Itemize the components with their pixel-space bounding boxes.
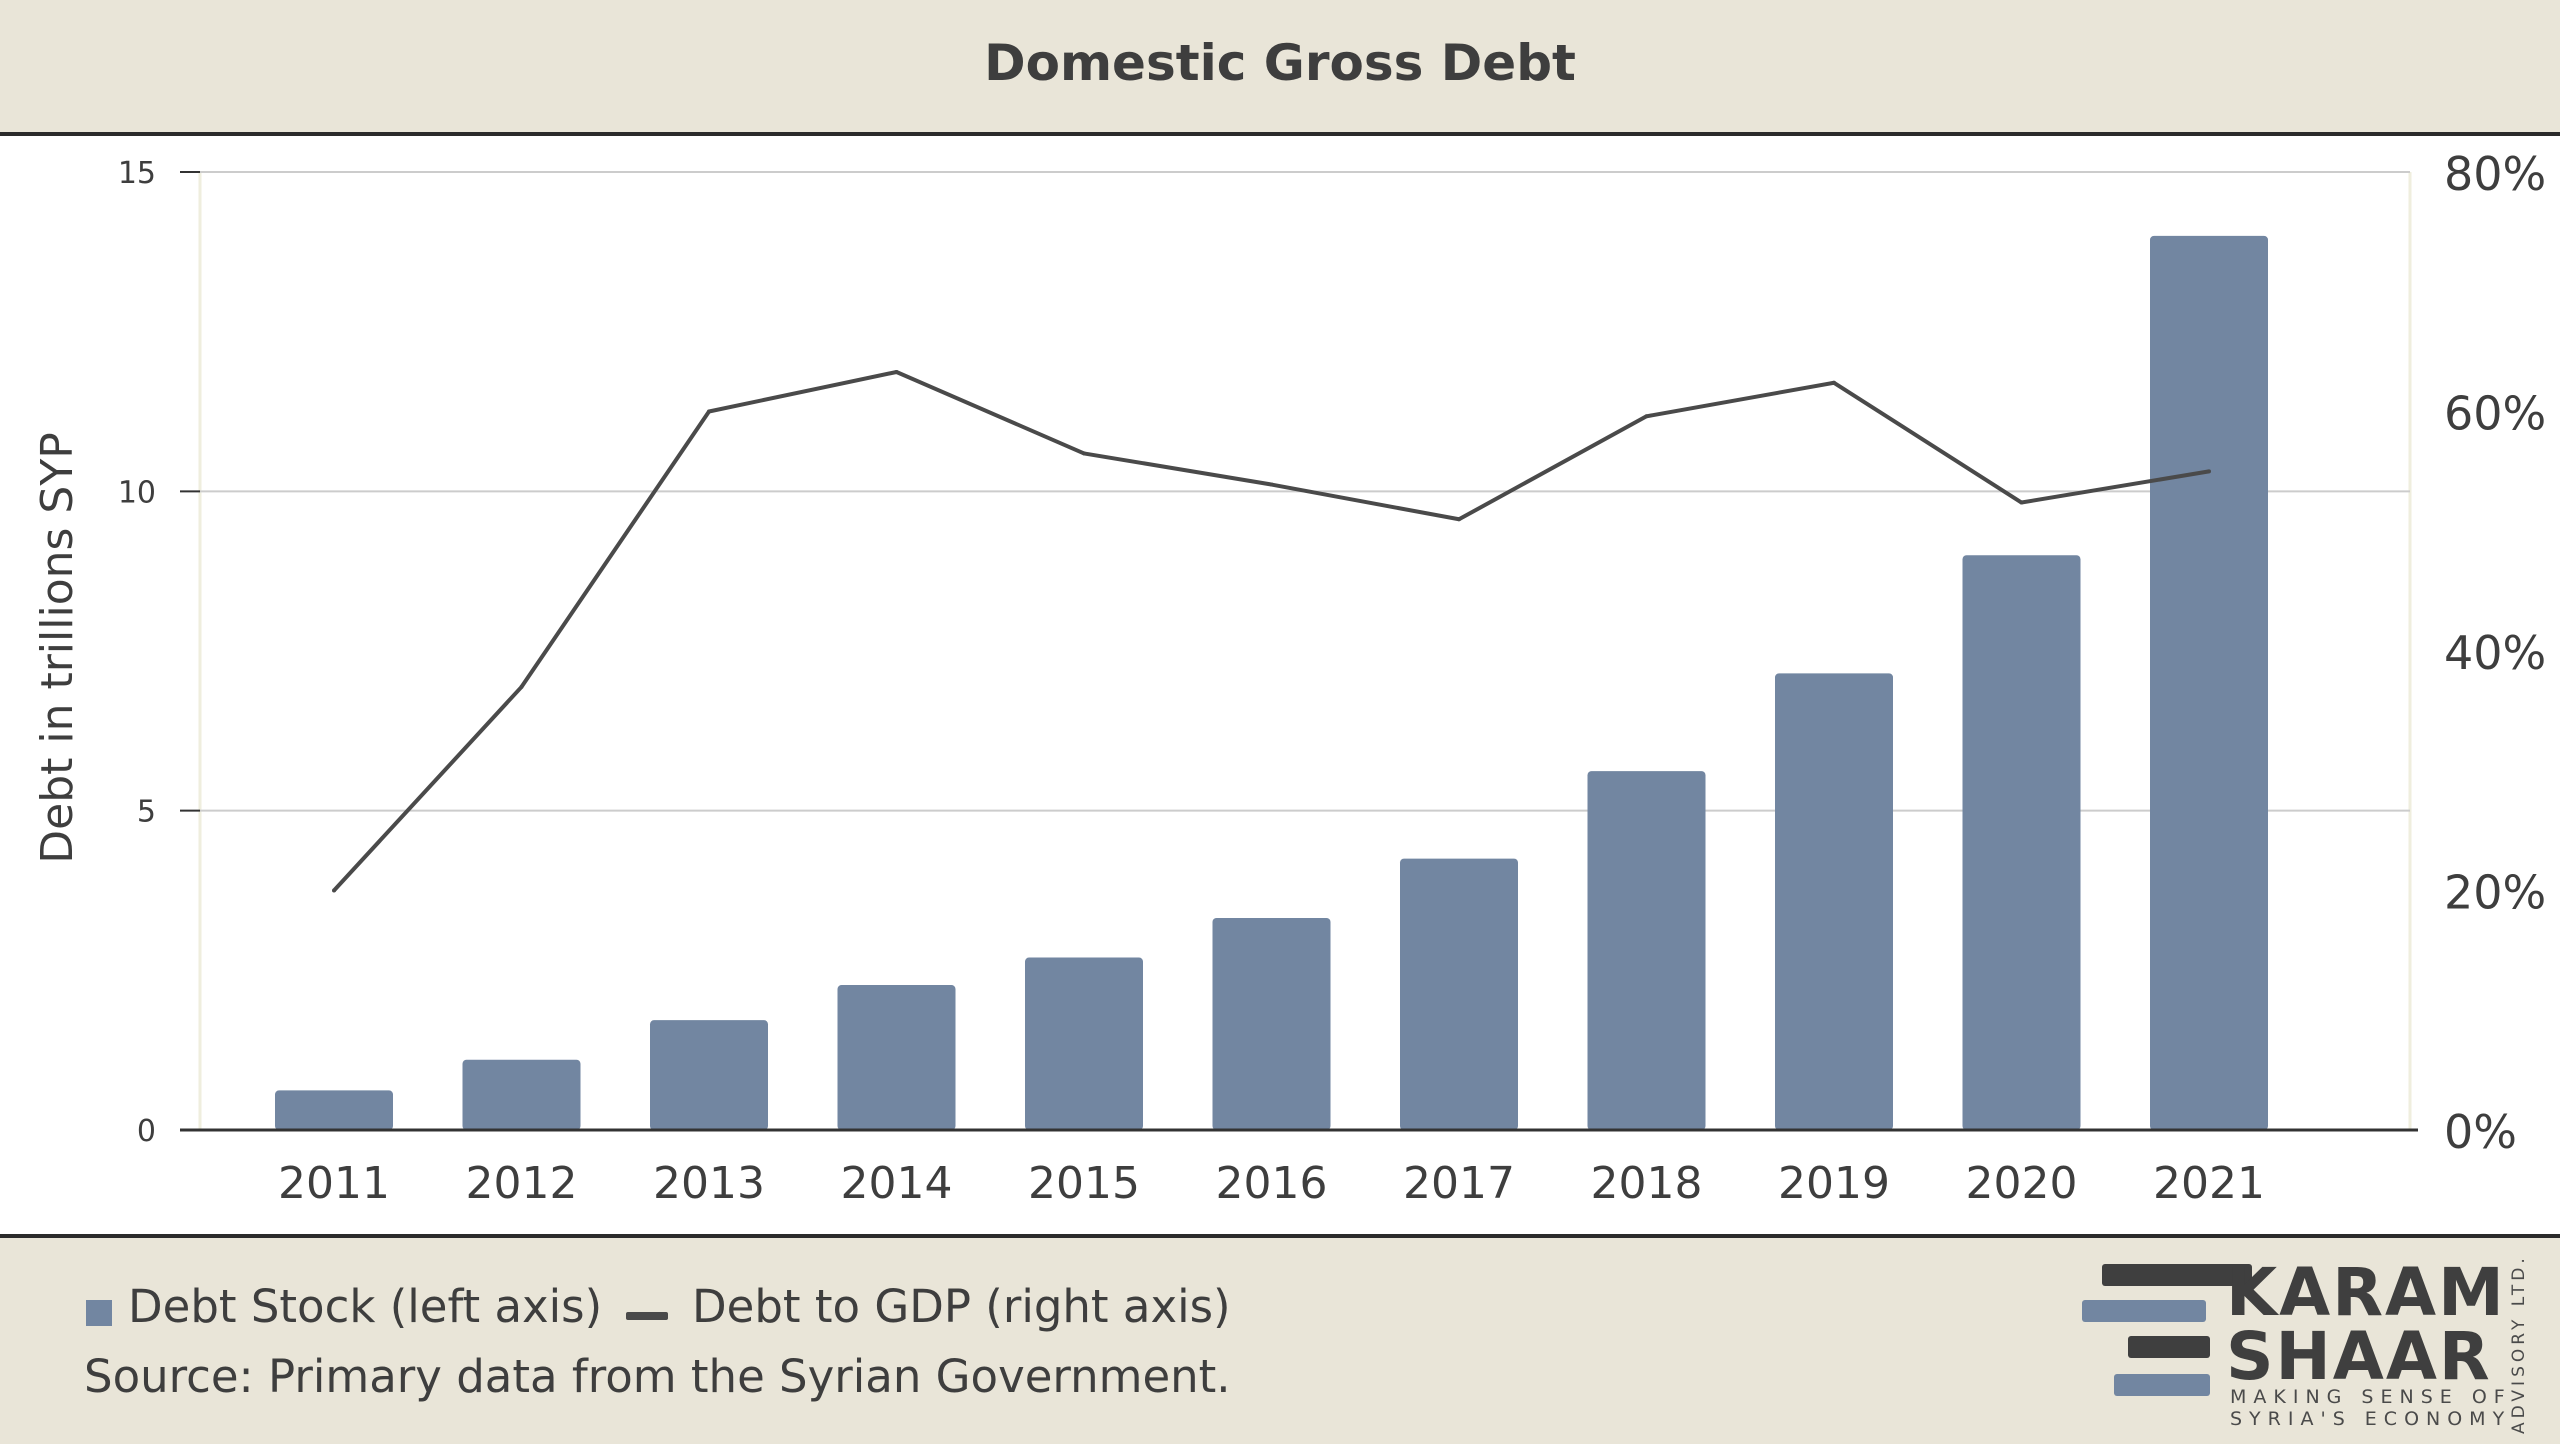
x-tick-label: 2014 bbox=[841, 1158, 953, 1209]
y-tick-label: 5 bbox=[137, 795, 156, 830]
x-tick-label: 2012 bbox=[466, 1158, 578, 1209]
debt-to-gdp-line-layer bbox=[332, 369, 2211, 893]
line-point-2013 bbox=[707, 409, 711, 414]
chart-area: 0 5 10 15 0% 20% 40% 60% 80% 2011 2012 2013 2014 2015… bbox=[0, 136, 2560, 1234]
line-point-2015 bbox=[1082, 451, 1086, 456]
logo-tagline-1: MAKING SENSE OF bbox=[2230, 1386, 2512, 1408]
x-tick-label: 2021 bbox=[2153, 1158, 2265, 1209]
logo-bar-4 bbox=[2114, 1374, 2210, 1396]
bar-2016 bbox=[1212, 917, 1331, 1130]
legend-bars-swatch bbox=[86, 1300, 112, 1326]
y2-tick-label: 60% bbox=[2444, 387, 2546, 441]
line-point-2016 bbox=[1269, 482, 1274, 487]
x-tick-label: 2017 bbox=[1403, 1158, 1515, 1209]
bar-2018 bbox=[1587, 771, 1706, 1130]
legend-line-swatch bbox=[626, 1312, 668, 1320]
chart-title: Domestic Gross Debt bbox=[984, 34, 1576, 92]
line-point-2014 bbox=[894, 369, 899, 374]
y-tick-label: 15 bbox=[118, 156, 156, 191]
logo-bar-2 bbox=[2082, 1300, 2206, 1322]
x-tick-label: 2020 bbox=[1966, 1158, 2078, 1209]
y-axis-label: Debt in trillions SYP bbox=[32, 432, 83, 864]
tick-labels: 0 5 10 15 0% 20% 40% 60% 80% 2011 2012 2013 2014 2015… bbox=[32, 147, 2546, 1209]
x-tick-label: 2019 bbox=[1778, 1158, 1890, 1209]
bar-2021 bbox=[2150, 235, 2268, 1130]
legend-bars-label: Debt Stock (left axis) bbox=[128, 1280, 603, 1333]
x-tick-label: 2018 bbox=[1591, 1158, 1703, 1209]
y2-tick-label: 0% bbox=[2444, 1105, 2517, 1159]
source-note: Source: Primary data from the Syrian Gov… bbox=[84, 1350, 1231, 1403]
bar-2019 bbox=[1775, 673, 1893, 1130]
bars bbox=[275, 235, 2268, 1130]
x-tick-label: 2011 bbox=[278, 1158, 390, 1209]
y2-tick-label: 40% bbox=[2444, 626, 2546, 680]
logo-bar-1 bbox=[2102, 1264, 2252, 1286]
axes bbox=[180, 171, 2418, 1132]
logo-word-karam: KARAM bbox=[2226, 1254, 2506, 1331]
footer-band: Debt Stock (left axis) Debt to GDP (righ… bbox=[0, 1234, 2560, 1444]
chart-svg: 0 5 10 15 0% 20% 40% 60% 80% 2011 2012 2013 2014 2015… bbox=[32, 147, 2546, 1209]
line-point-2018 bbox=[1644, 414, 1649, 419]
bar-2017 bbox=[1400, 858, 1518, 1130]
bar-2013 bbox=[650, 1020, 768, 1130]
line-point-2021 bbox=[2207, 469, 2211, 474]
y2-tick-label: 20% bbox=[2444, 866, 2546, 920]
karam-shaar-logo: KARAM SHAAR MAKING SENSE OF SYRIA'S ECON… bbox=[2076, 1254, 2546, 1434]
line-point-2019 bbox=[1832, 380, 1836, 385]
x-tick-label: 2013 bbox=[653, 1158, 765, 1209]
logo-tagline-2: SYRIA'S ECONOMY bbox=[2230, 1408, 2512, 1430]
bar-2011 bbox=[275, 1090, 393, 1130]
x-tick-label: 2015 bbox=[1028, 1158, 1140, 1209]
bar-2014 bbox=[837, 985, 956, 1130]
y-tick-label: 0 bbox=[137, 1114, 156, 1149]
y2-tick-label: 80% bbox=[2444, 147, 2546, 201]
logo-bar-3 bbox=[2128, 1336, 2210, 1358]
line-point-2017 bbox=[1457, 517, 1461, 522]
legend-line-label: Debt to GDP (right axis) bbox=[692, 1280, 1231, 1333]
x-tick-label: 2016 bbox=[1216, 1158, 1328, 1209]
line-point-2012 bbox=[519, 684, 524, 689]
logo-advisory-text: ADVISORY LTD. bbox=[2509, 1254, 2529, 1434]
debt-to-gdp-line bbox=[332, 369, 2210, 892]
header-band: Domestic Gross Debt bbox=[0, 0, 2560, 136]
bar-2020 bbox=[1962, 555, 2081, 1130]
line-point-2020 bbox=[2019, 500, 2024, 505]
logo-word-shaar: SHAAR bbox=[2226, 1318, 2492, 1395]
bar-2012 bbox=[462, 1059, 581, 1130]
line-point-2011 bbox=[332, 888, 336, 893]
y-tick-label: 10 bbox=[118, 475, 156, 510]
bar-2015 bbox=[1025, 957, 1143, 1130]
